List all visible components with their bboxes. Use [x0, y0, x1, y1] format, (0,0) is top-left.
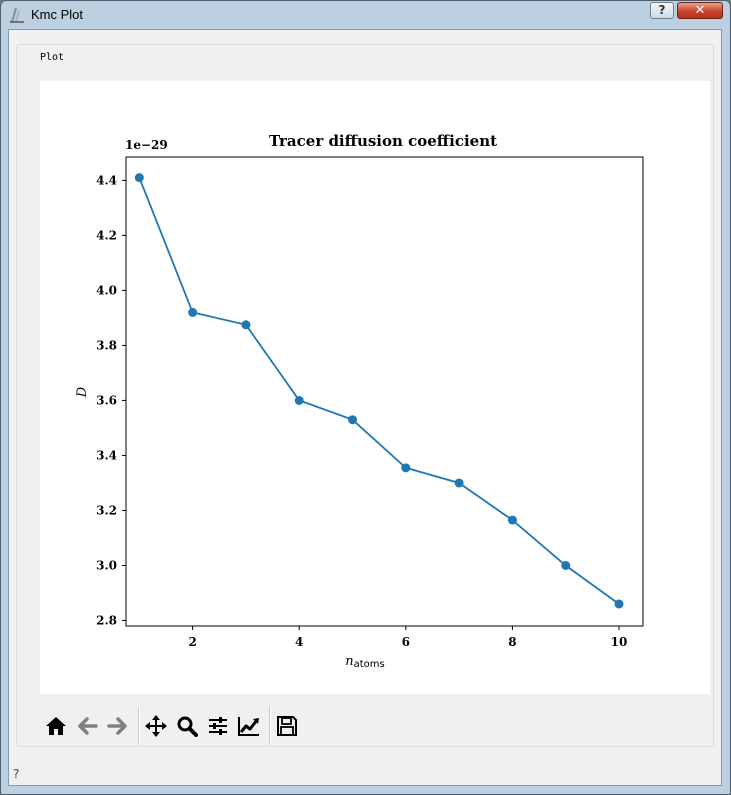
- close-button[interactable]: ✕: [677, 2, 723, 19]
- save-button[interactable]: [273, 712, 301, 740]
- forward-button[interactable]: [104, 712, 132, 740]
- pan-icon: [145, 715, 167, 737]
- x-tick-label: 8: [508, 635, 516, 649]
- y-tick-label: 4.2: [96, 228, 117, 242]
- back-arrow-icon: [78, 717, 98, 735]
- home-button[interactable]: [42, 712, 70, 740]
- zoom-button[interactable]: [173, 712, 201, 740]
- plot-area-frame: [125, 156, 644, 627]
- edit-axis-button[interactable]: [235, 712, 263, 740]
- y-offset-label: 1e−29: [125, 138, 168, 152]
- y-axis-label: D: [75, 386, 90, 398]
- window-title: Kmc Plot: [31, 7, 84, 22]
- plot-groupbox: Plot Tracer diffusion coefficient 1e−29 …: [16, 44, 714, 747]
- edit-axis-icon: [238, 717, 259, 736]
- y-tick-label: 2.8: [96, 613, 117, 627]
- toolbar-separator: [269, 707, 271, 745]
- subplots-config-button[interactable]: [204, 712, 232, 740]
- y-tick-label: 4.0: [96, 283, 117, 297]
- groupbox-title: Plot: [37, 52, 68, 63]
- x-tick-label: 10: [611, 635, 628, 649]
- save-icon: [277, 716, 297, 736]
- y-tick-label: 3.4: [96, 448, 117, 462]
- help-button[interactable]: ?: [650, 2, 674, 19]
- data-point: [507, 515, 517, 525]
- data-point: [188, 307, 198, 317]
- subplots-config-icon: [209, 717, 227, 735]
- whats-this-help-icon[interactable]: ?: [13, 767, 20, 781]
- title-bar[interactable]: Kmc Plot ? ✕: [1, 1, 730, 29]
- chart-title: Tracer diffusion coefficient: [269, 132, 497, 150]
- toolbar-separator: [138, 707, 140, 745]
- data-point: [241, 320, 251, 330]
- x-axis-ticks: 2 4 6 8 10: [188, 626, 627, 649]
- x-axis-label-main: n: [345, 654, 353, 669]
- data-point: [614, 599, 624, 609]
- data-point: [561, 560, 571, 570]
- client-area: Plot Tracer diffusion coefficient 1e−29 …: [8, 29, 722, 786]
- back-button[interactable]: [73, 712, 101, 740]
- y-tick-label: 3.8: [96, 338, 117, 352]
- chart-svg: Tracer diffusion coefficient 1e−29 2 4 6 8 1…: [75, 132, 644, 670]
- y-tick-label: 3.0: [96, 558, 117, 572]
- x-axis-label: natoms: [345, 654, 385, 670]
- plot-toolbar: [40, 700, 710, 750]
- data-point: [134, 173, 144, 183]
- data-series: [134, 173, 624, 609]
- x-tick-label: 2: [188, 635, 196, 649]
- data-point: [294, 395, 304, 405]
- y-axis-ticks: 2.8 3.0 3.2 3.4 3.6 3.8 4.0 4.2 4.4: [96, 173, 126, 627]
- data-point: [454, 478, 464, 488]
- y-tick-label: 3.2: [96, 503, 117, 517]
- x-axis-label-subscript: atoms: [354, 659, 385, 670]
- y-tick-label: 4.4: [96, 173, 117, 187]
- home-icon: [46, 717, 66, 735]
- series-line: [138, 177, 620, 605]
- x-tick-label: 4: [295, 635, 303, 649]
- zoom-icon: [177, 716, 198, 737]
- forward-arrow-icon: [107, 717, 127, 735]
- x-tick-label: 6: [402, 635, 410, 649]
- data-point: [401, 463, 411, 473]
- data-point: [348, 415, 358, 425]
- plot-canvas[interactable]: Tracer diffusion coefficient 1e−29 2 4 6 8 1…: [40, 81, 710, 694]
- app-logo-icon: [10, 8, 24, 23]
- y-tick-label: 3.6: [96, 393, 117, 407]
- pan-button[interactable]: [142, 712, 170, 740]
